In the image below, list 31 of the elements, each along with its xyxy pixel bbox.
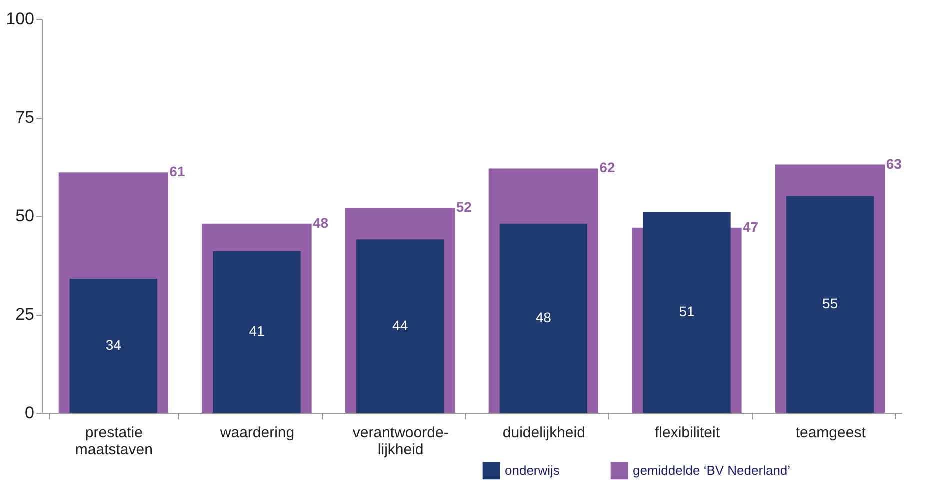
x-tick-label: verantwoorde- lijkheid (352, 424, 449, 458)
bar (643, 212, 731, 413)
data-label: 55 (822, 296, 838, 312)
legend-label: gemiddelde ‘BV Nederland’ (633, 462, 791, 478)
data-label: 47 (743, 218, 759, 235)
data-label: 44 (392, 317, 408, 334)
data-label: 48 (536, 309, 552, 326)
x-tick-label: flexibiliteit (654, 424, 721, 442)
y-tick-label: 0 (25, 404, 34, 422)
bar (213, 251, 301, 413)
y-tick-label: 75 (16, 108, 34, 127)
bar (786, 196, 874, 413)
data-label: 61 (170, 164, 186, 180)
x-tick-label: waardering (219, 424, 295, 442)
data-label: 63 (886, 156, 902, 172)
x-tick-label: duidelijkheid (502, 424, 586, 442)
data-label: 51 (679, 304, 695, 320)
bar (500, 224, 588, 413)
bar (356, 240, 444, 413)
legend-label: onderwijs (505, 462, 560, 478)
data-label: 52 (456, 199, 472, 216)
y-tick-label: 50 (16, 206, 34, 226)
data-label: 48 (313, 214, 329, 231)
data-label: 34 (106, 337, 122, 354)
data-label: 62 (600, 160, 616, 176)
data-label: 41 (249, 323, 265, 340)
y-tick-label: 100 (6, 10, 34, 28)
bar (70, 279, 158, 413)
x-tick-label: teamgeest (796, 424, 867, 442)
x-tick-label: prestatie maatstaven (75, 424, 153, 458)
y-tick-label: 25 (16, 305, 34, 324)
